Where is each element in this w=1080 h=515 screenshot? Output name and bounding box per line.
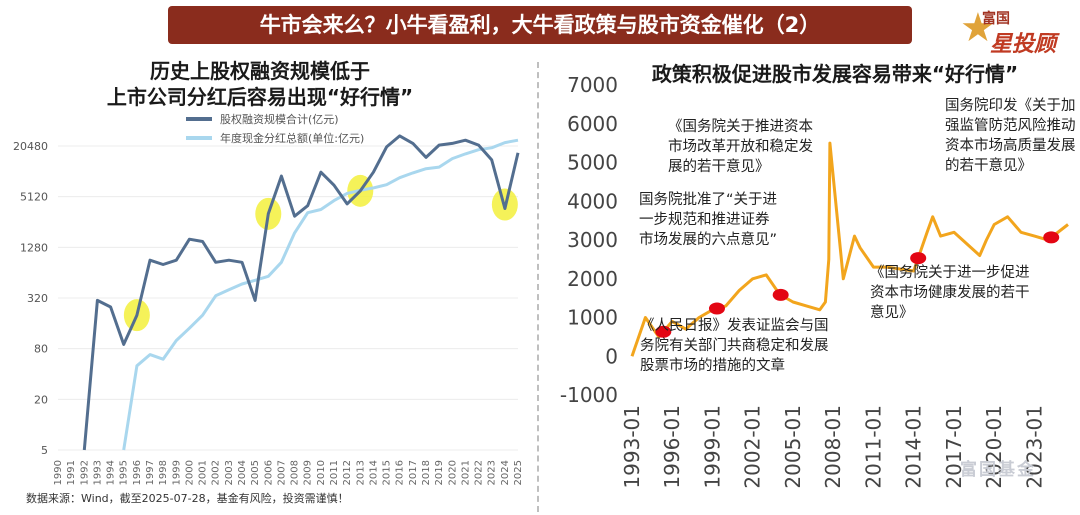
annotation-1996: 《人民日报》发表证监会与国 务院有关部门共商稳定和发展 股票市场的措施的文章 bbox=[640, 318, 829, 374]
left-x-tick-label: 2002 bbox=[211, 460, 222, 485]
left-x-tick-label: 2007 bbox=[276, 460, 287, 485]
right-y-tick-label: 3000 bbox=[567, 228, 618, 252]
left-x-tick-label: 2024 bbox=[500, 460, 511, 485]
policy-marker-1999-05 bbox=[708, 302, 725, 315]
left-x-tick-label: 2014 bbox=[368, 460, 379, 485]
legend-swatch-equity bbox=[186, 116, 212, 121]
left-x-tick-label: 2019 bbox=[434, 460, 445, 485]
left-x-tick-label: 2001 bbox=[198, 460, 209, 485]
left-y-tick-label: 5120 bbox=[20, 191, 48, 204]
left-y-tick-label: 1280 bbox=[20, 241, 48, 254]
policy-marker-2014-05 bbox=[910, 252, 927, 265]
left-y-tick-label: 20 bbox=[34, 393, 48, 406]
left-x-tick-label: 2009 bbox=[303, 460, 314, 485]
left-x-tick-label: 2023 bbox=[487, 460, 498, 485]
annotation-1999: 国务院批准了“关于进一步规范和推进证券市场发展的六点意见” bbox=[639, 192, 778, 248]
left-x-tick-label: 2025 bbox=[513, 460, 524, 485]
policy-marker-2024-04 bbox=[1043, 231, 1060, 244]
left-y-tick-label: 80 bbox=[34, 343, 48, 356]
left-x-tick-label: 2000 bbox=[184, 460, 195, 485]
annotation-2024: 国务院印发《关于加强监管防范风险推动资本市场高质量发展的若干意见》 bbox=[945, 98, 1076, 174]
right-x-tick-label: 2008-01 bbox=[821, 405, 845, 489]
left-x-tick-label: 2022 bbox=[474, 460, 485, 485]
left-x-tick-label: 2004 bbox=[237, 460, 248, 485]
right-x-tick-label: 2005-01 bbox=[781, 405, 805, 489]
left-x-tick-label: 1992 bbox=[79, 460, 90, 485]
policy-marker-1995-05 bbox=[655, 325, 672, 338]
right-y-tick-label: 4000 bbox=[567, 189, 618, 213]
annotation-2014: 《国务院关于进一步促进资本市场健康发展的若干意见》 bbox=[870, 265, 1030, 321]
left-x-tick-label: 1995 bbox=[119, 460, 130, 485]
series-line-dividend bbox=[122, 138, 519, 451]
legend-item-dividend: 年度现金分红总额(单位:亿元) bbox=[186, 128, 364, 147]
logo-line2: 星投顾 bbox=[990, 32, 1057, 57]
star-icon: ★ bbox=[960, 5, 996, 51]
left-x-tick-label: 1999 bbox=[171, 460, 182, 485]
left-x-tick-label: 2017 bbox=[408, 460, 419, 485]
right-y-tick-label: 7000 bbox=[567, 73, 618, 97]
logo-line1: 富国 bbox=[982, 11, 1010, 27]
left-x-tick-label: 2016 bbox=[395, 460, 406, 485]
left-x-tick-label: 2003 bbox=[224, 460, 235, 485]
legend-swatch-dividend bbox=[186, 135, 212, 140]
right-x-tick-label: 1993-01 bbox=[620, 405, 644, 489]
left-x-tick-label: 1996 bbox=[132, 460, 143, 485]
watermark-text: 富国基金 bbox=[960, 460, 1036, 480]
left-x-tick-label: 2010 bbox=[316, 460, 327, 485]
brand-logo: ★ 富国 星投顾 bbox=[960, 5, 1072, 57]
legend-label-dividend: 年度现金分红总额(单位:亿元) bbox=[220, 131, 365, 145]
right-x-tick-label: 2017-01 bbox=[942, 405, 966, 489]
left-y-tick-label: 320 bbox=[27, 292, 48, 305]
banner-title: 牛市会来么？小牛看盈利，大牛看政策与股市资金催化（2） bbox=[168, 6, 912, 44]
right-x-tick-label: 2002-01 bbox=[741, 405, 765, 489]
left-x-tick-label: 1997 bbox=[145, 460, 156, 485]
left-x-tick-label: 2008 bbox=[290, 460, 301, 485]
left-y-tick-label: 5 bbox=[41, 444, 48, 457]
left-title-line1: 历史上股权融资规模低于 bbox=[150, 59, 370, 83]
left-legend: 股权融资规模合计(亿元) 年度现金分红总额(单位:亿元) bbox=[186, 109, 364, 147]
left-x-tick-label: 2011 bbox=[329, 460, 340, 485]
left-x-tick-label: 1994 bbox=[106, 460, 117, 485]
right-chart-title: 政策积极促进股市发展容易带来“好行情” bbox=[651, 62, 1019, 86]
left-x-tick-label: 1990 bbox=[53, 460, 64, 485]
left-y-tick-label: 20480 bbox=[13, 140, 48, 153]
policy-marker-2004-02 bbox=[772, 288, 789, 301]
right-y-tick-label: 6000 bbox=[567, 112, 618, 136]
legend-label-equity: 股权融资规模合计(亿元) bbox=[220, 112, 339, 126]
right-y-tick-label: 0 bbox=[605, 344, 618, 368]
left-x-tick-label: 1998 bbox=[158, 460, 169, 485]
right-y-tick-label: 5000 bbox=[567, 151, 618, 175]
left-x-tick-label: 2005 bbox=[250, 460, 261, 485]
annotation-2004: 《国务院关于推进资本市场改革开放和稳定发展的若干意见》 bbox=[668, 119, 813, 175]
right-y-tick-label: 2000 bbox=[567, 267, 618, 291]
right-x-tick-label: 2014-01 bbox=[902, 405, 926, 489]
left-x-tick-label: 1991 bbox=[66, 460, 77, 485]
left-x-tick-label: 2013 bbox=[355, 460, 366, 485]
data-source-note: 数据来源：Wind，截至2025-07-28，基金有风险，投资需谨慎！ bbox=[26, 492, 349, 505]
panel-divider bbox=[537, 62, 539, 512]
right-x-tick-label: 1999-01 bbox=[700, 405, 724, 489]
right-x-tick-label: 1996-01 bbox=[660, 405, 684, 489]
right-x-tick-label: 2020-01 bbox=[982, 405, 1006, 489]
left-x-tick-label: 2012 bbox=[342, 460, 353, 485]
left-x-tick-label: 1993 bbox=[92, 460, 103, 485]
right-y-tick-label: 1000 bbox=[567, 306, 618, 330]
left-title-line2: 上市公司分红后容易出现“好行情” bbox=[106, 85, 414, 109]
left-x-tick-label: 2021 bbox=[460, 460, 471, 485]
left-x-tick-label: 2006 bbox=[263, 460, 274, 485]
left-x-tick-label: 2015 bbox=[382, 460, 393, 485]
left-x-tick-label: 2020 bbox=[447, 460, 458, 485]
left-chart-title: 历史上股权融资规模低于 上市公司分红后容易出现“好行情” bbox=[40, 58, 480, 110]
right-x-tick-label: 2023-01 bbox=[1022, 405, 1046, 489]
series-line-equity bbox=[82, 134, 520, 451]
right-y-tick-label: -1000 bbox=[560, 383, 618, 407]
right-x-tick-label: 2011-01 bbox=[861, 405, 885, 489]
left-x-tick-label: 2018 bbox=[421, 460, 432, 485]
legend-item-equity: 股权融资规模合计(亿元) bbox=[186, 109, 364, 128]
